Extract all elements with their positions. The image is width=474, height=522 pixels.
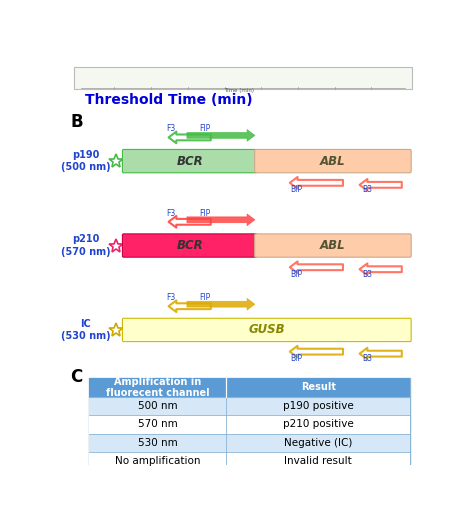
- Text: ABL: ABL: [320, 239, 346, 252]
- Text: FIP: FIP: [199, 209, 210, 218]
- FancyBboxPatch shape: [74, 67, 412, 89]
- Text: FIP: FIP: [199, 293, 210, 302]
- Text: p190 positive: p190 positive: [283, 401, 354, 411]
- Text: 530 nm: 530 nm: [137, 438, 177, 448]
- FancyBboxPatch shape: [89, 452, 410, 471]
- FancyBboxPatch shape: [89, 378, 410, 397]
- Text: B3: B3: [362, 270, 372, 279]
- FancyBboxPatch shape: [255, 149, 411, 173]
- Text: Negative (IC): Negative (IC): [284, 438, 353, 448]
- Text: p190
(500 nm): p190 (500 nm): [61, 150, 111, 172]
- Text: Amplification in
fluorecent channel: Amplification in fluorecent channel: [106, 376, 210, 398]
- Text: F3: F3: [166, 293, 175, 302]
- Text: B3: B3: [362, 185, 372, 194]
- Text: C: C: [70, 368, 82, 386]
- FancyBboxPatch shape: [122, 234, 257, 257]
- FancyBboxPatch shape: [122, 318, 411, 341]
- Text: No amplification: No amplification: [115, 456, 201, 466]
- FancyBboxPatch shape: [89, 415, 410, 434]
- FancyBboxPatch shape: [255, 234, 411, 257]
- Text: B3: B3: [362, 354, 372, 363]
- Text: Time (min): Time (min): [224, 88, 254, 93]
- Text: BCR: BCR: [176, 155, 203, 168]
- Text: BIP: BIP: [291, 354, 303, 363]
- FancyBboxPatch shape: [122, 149, 257, 173]
- Text: BIP: BIP: [291, 270, 303, 279]
- FancyBboxPatch shape: [89, 397, 410, 415]
- Text: Threshold Time (min): Threshold Time (min): [85, 93, 253, 107]
- Text: ABL: ABL: [320, 155, 346, 168]
- FancyBboxPatch shape: [89, 434, 410, 452]
- Text: FIP: FIP: [199, 124, 210, 134]
- Text: 570 nm: 570 nm: [137, 419, 177, 430]
- Text: B: B: [70, 113, 83, 131]
- Text: F3: F3: [166, 209, 175, 218]
- Text: 500 nm: 500 nm: [138, 401, 177, 411]
- Text: F3: F3: [166, 124, 175, 134]
- Text: Invalid result: Invalid result: [284, 456, 352, 466]
- Text: Result: Result: [301, 383, 336, 393]
- FancyBboxPatch shape: [89, 378, 410, 471]
- Text: p210 positive: p210 positive: [283, 419, 354, 430]
- Text: p210
(570 nm): p210 (570 nm): [61, 234, 111, 257]
- Text: BIP: BIP: [291, 185, 303, 194]
- Text: IC
(530 nm): IC (530 nm): [61, 319, 111, 341]
- Text: BCR: BCR: [176, 239, 203, 252]
- Text: GUSB: GUSB: [248, 324, 285, 337]
